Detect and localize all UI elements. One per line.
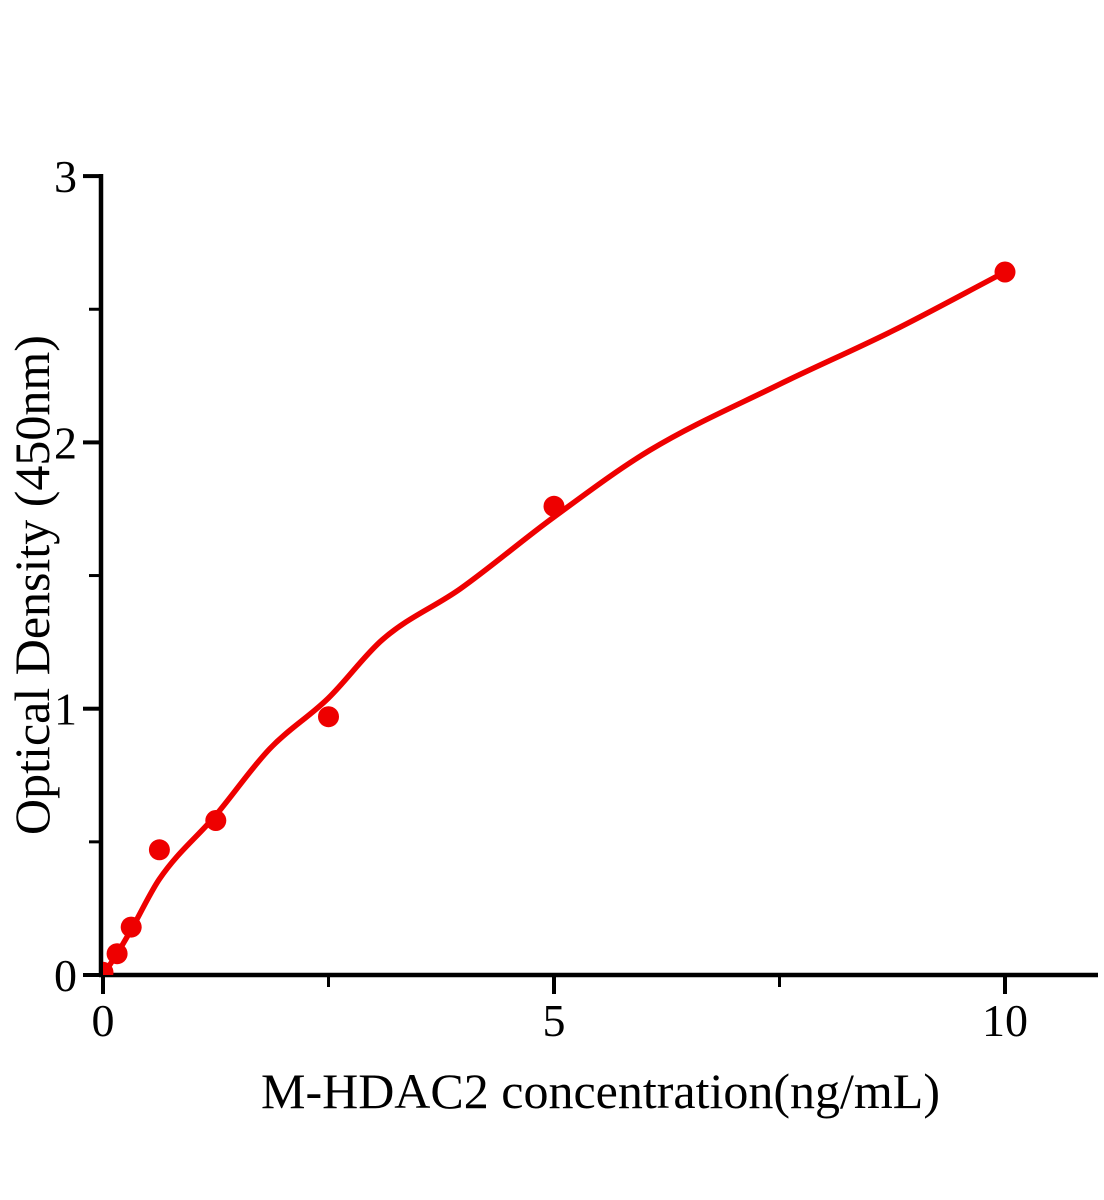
y-tick-label: 1 — [54, 684, 77, 735]
data-point — [106, 943, 128, 965]
data-point — [994, 261, 1016, 283]
data-point — [120, 916, 142, 938]
data-point — [148, 839, 170, 861]
data-point — [318, 706, 339, 728]
x-tick-label: 0 — [92, 995, 115, 1046]
y-tick-label: 3 — [54, 151, 77, 202]
x-tick-label: 5 — [543, 995, 566, 1046]
x-axis-title: M-HDAC2 concentration(ng/mL) — [260, 1063, 940, 1119]
data-point — [543, 495, 565, 517]
data-point — [103, 961, 114, 975]
y-tick-label: 0 — [54, 950, 77, 1001]
y-axis-title: Optical Density (450nm) — [4, 335, 60, 835]
fit-curve — [103, 269, 1008, 975]
y-tick-label: 2 — [54, 417, 77, 468]
x-tick-label: 10 — [982, 995, 1028, 1046]
data-point — [205, 810, 227, 831]
